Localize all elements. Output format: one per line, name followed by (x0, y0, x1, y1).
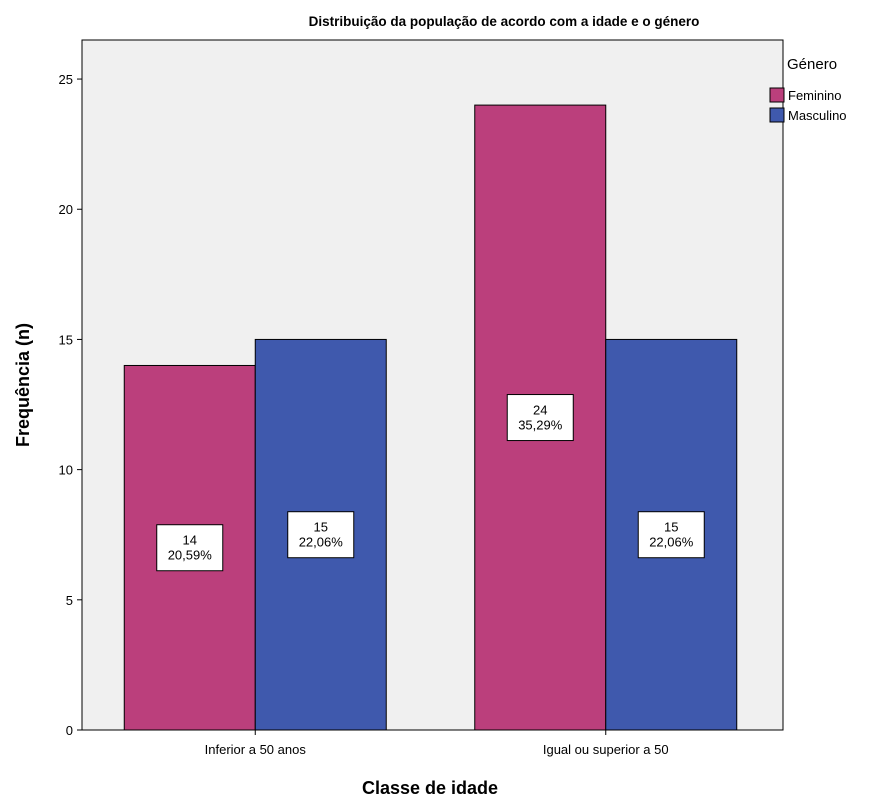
x-category-label: Igual ou superior a 50 (543, 742, 669, 757)
y-axis-title: Frequência (n) (13, 323, 33, 447)
data-label-percent: 35,29% (518, 418, 563, 433)
x-axis: Inferior a 50 anos Igual ou superior a 50 (205, 730, 669, 757)
y-axis: 0 5 10 15 20 25 (59, 72, 82, 738)
data-label-box (506, 394, 574, 442)
data-label-box (156, 524, 224, 572)
data-label-box (637, 511, 705, 559)
legend-label-masculino: Masculino (788, 108, 847, 123)
legend-swatch-feminino (769, 87, 785, 103)
y-tick-label: 20 (59, 202, 73, 217)
y-tick-label: 10 (59, 463, 73, 478)
legend: Género Feminino Masculino (769, 56, 847, 123)
y-tick-label: 15 (59, 332, 73, 347)
y-tick-label: 0 (66, 723, 73, 738)
x-category-label: Inferior a 50 anos (205, 742, 307, 757)
data-label-count: 24 (533, 403, 547, 418)
data-label-count: 14 (183, 533, 197, 548)
data-label-percent: 20,59% (168, 548, 213, 563)
chart-title: Distribuição da população de acordo com … (309, 14, 700, 29)
data-label-box (287, 511, 355, 559)
x-axis-title: Classe de idade (362, 778, 498, 798)
legend-swatch-masculino (769, 107, 785, 123)
legend-title: Género (787, 56, 837, 73)
y-tick-label: 25 (59, 72, 73, 87)
legend-label-feminino: Feminino (788, 88, 841, 103)
data-label-count: 15 (314, 520, 328, 535)
data-label-count: 15 (664, 520, 678, 535)
data-label-percent: 22,06% (649, 535, 694, 550)
data-label-percent: 22,06% (299, 535, 344, 550)
y-tick-label: 5 (66, 593, 73, 608)
bars-layer (123, 104, 738, 731)
